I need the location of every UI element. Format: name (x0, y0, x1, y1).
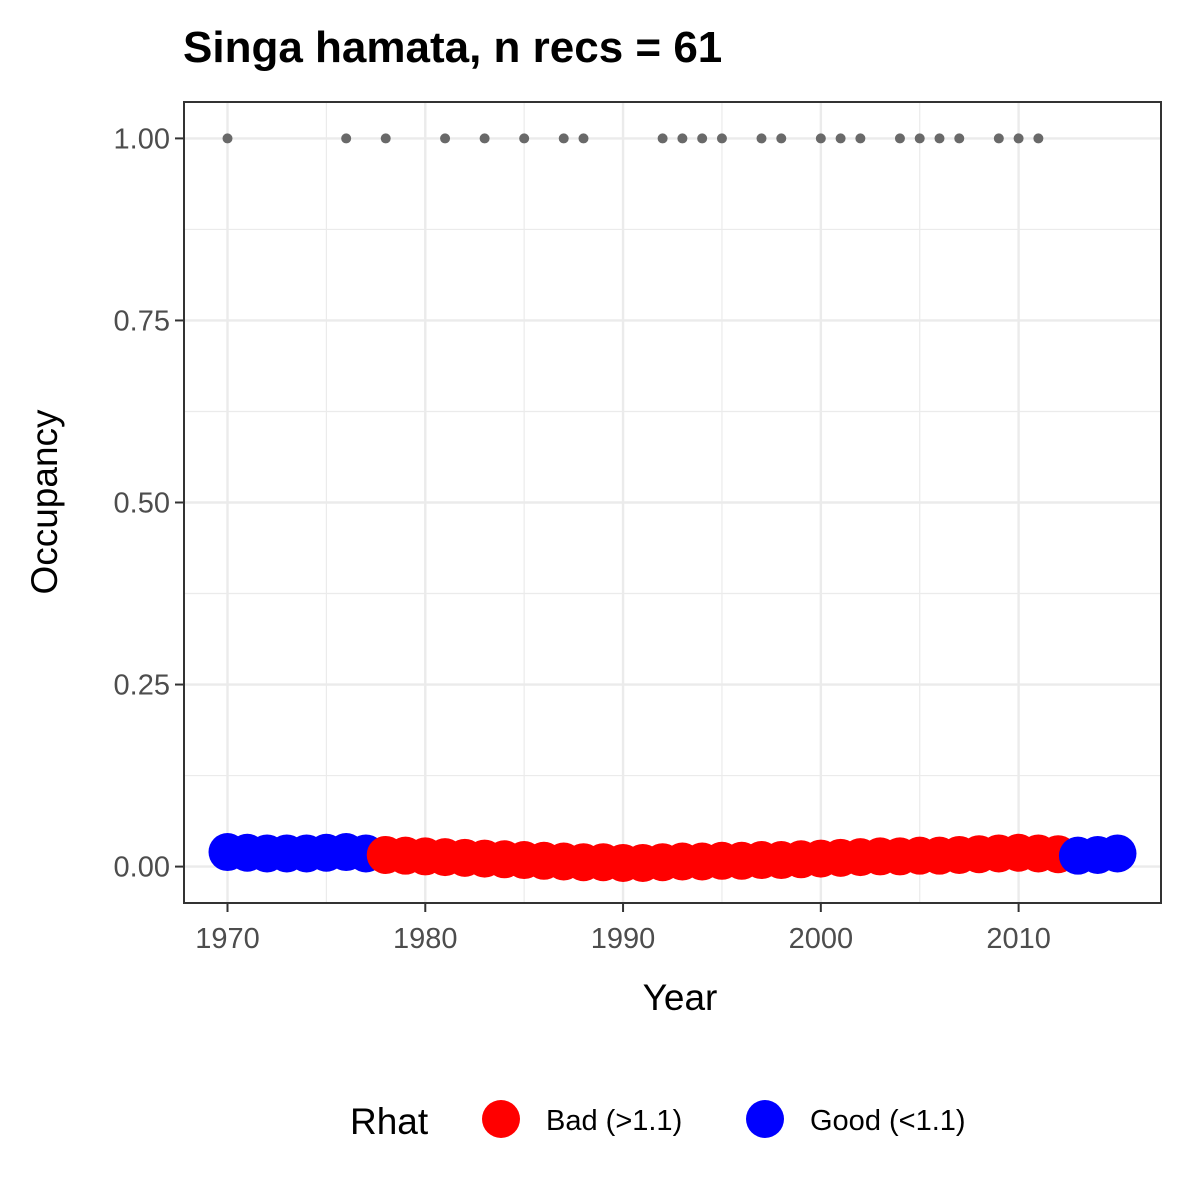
x-tick-label: 1980 (393, 923, 458, 955)
record-point (934, 133, 945, 144)
record-point (578, 133, 589, 144)
record-point (894, 133, 905, 144)
grid-lines (184, 102, 1161, 903)
record-point (835, 133, 846, 144)
x-axis-ticks: 1970 1980 1990 2000 2010 (195, 903, 1051, 955)
y-tick-label: 0.00 (114, 852, 170, 884)
legend-key-bad (482, 1100, 520, 1138)
x-tick-label: 2000 (789, 923, 854, 955)
record-point (380, 133, 391, 144)
legend-key-good (746, 1100, 784, 1138)
record-point (993, 133, 1004, 144)
record-point (914, 133, 925, 144)
record-point (558, 133, 569, 144)
y-axis-title: Occupancy (24, 409, 65, 595)
record-point (479, 133, 490, 144)
record-point (815, 133, 826, 144)
occupancy-point (1098, 834, 1137, 873)
y-tick-label: 0.75 (114, 305, 170, 337)
legend-label-bad: Bad (>1.1) (546, 1105, 682, 1137)
chart-title: Singa hamata, n recs = 61 (183, 23, 722, 72)
record-point (519, 133, 530, 144)
record-point (341, 133, 352, 144)
record-point (776, 133, 787, 144)
record-point (855, 133, 866, 144)
record-point (677, 133, 688, 144)
record-point (1033, 133, 1044, 144)
record-point (716, 133, 727, 144)
y-tick-label: 0.50 (114, 488, 170, 520)
record-point (1013, 133, 1024, 144)
y-axis-ticks: 0.00 0.25 0.50 0.75 1.00 (114, 123, 184, 884)
legend-label-good: Good (<1.1) (810, 1105, 966, 1137)
record-point (222, 133, 233, 144)
record-point (440, 133, 451, 144)
occupancy-points (208, 833, 1137, 882)
y-tick-label: 1.00 (114, 123, 170, 155)
x-tick-label: 2010 (986, 923, 1051, 955)
y-tick-label: 0.25 (114, 670, 170, 702)
record-point (756, 133, 767, 144)
x-axis-title: Year (643, 977, 718, 1018)
record-point (954, 133, 965, 144)
x-tick-label: 1970 (195, 923, 260, 955)
record-points (222, 133, 1044, 144)
legend-title: Rhat (350, 1101, 429, 1142)
record-point (697, 133, 708, 144)
x-tick-label: 1990 (591, 923, 656, 955)
legend: Rhat Bad (>1.1) Good (<1.1) (350, 1100, 966, 1142)
record-point (657, 133, 668, 144)
